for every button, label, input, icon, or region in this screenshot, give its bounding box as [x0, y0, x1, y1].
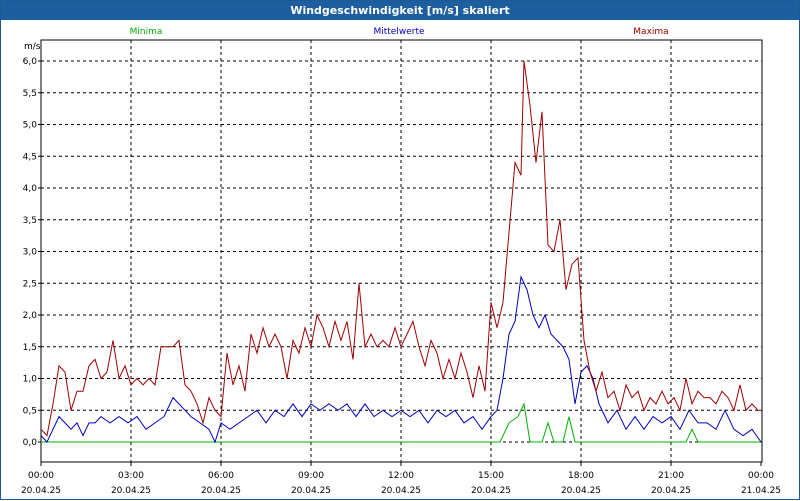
y-tick-label: 6,0	[23, 57, 38, 67]
chart-title: Windgeschwindigkeit [m/s] skaliert	[1, 1, 799, 20]
y-tick-label: 5,0	[23, 121, 38, 131]
y-tick-label: 1,0	[23, 375, 38, 385]
legend: Minima Mittelwerte Maxima	[130, 27, 669, 37]
x-tick-time-label: 06:00	[208, 471, 234, 481]
legend-entry-minima: Minima	[130, 27, 163, 37]
y-tick-label: 3,5	[23, 216, 37, 226]
x-tick-time-label: 21:00	[658, 471, 684, 481]
x-tick-time-label: 15:00	[478, 471, 504, 481]
x-tick-time-label: 00:00	[28, 471, 54, 481]
y-tick-label: 0,0	[23, 438, 38, 448]
x-tick-time-label: 18:00	[568, 471, 594, 481]
x-tick-date-label: 20.04.25	[381, 486, 421, 496]
y-tick-label: 2,0	[23, 311, 38, 321]
y-tick-label: 4,0	[23, 184, 38, 194]
x-tick-time-label: 09:00	[298, 471, 324, 481]
x-tick-date-label: 20.04.25	[651, 486, 691, 496]
legend-entry-mittelwerte: Mittelwerte	[373, 27, 424, 37]
legend-entry-maxima: Maxima	[633, 27, 668, 37]
x-axis: 00:00 20.04.25 03:00 20.04.25 06:00 20.04.25 0…	[21, 462, 781, 496]
x-tick-date-label: 20.04.25	[111, 486, 151, 496]
x-tick-time-label: 12:00	[388, 471, 414, 481]
x-tick-date-label: 20.04.25	[21, 486, 61, 496]
series-line-mittelwerte	[40, 275, 762, 444]
y-axis-unit-label: m/s	[24, 42, 41, 52]
y-tick-label: 3,0	[23, 248, 38, 258]
series-layer	[40, 60, 762, 444]
x-tick-time-label: 03:00	[118, 471, 144, 481]
y-tick-label: 4,5	[23, 152, 37, 162]
y-tick-label: 1,5	[23, 343, 37, 353]
x-tick-date-label: 20.04.25	[471, 486, 511, 496]
x-tick-time-label: 00:00	[748, 471, 774, 481]
series-line-minima	[41, 402, 761, 443]
series-line-maxima	[40, 60, 761, 437]
x-tick-date-label: 20.04.25	[291, 486, 331, 496]
x-tick-date-label: 21.04.25	[741, 486, 781, 496]
x-tick-date-label: 20.04.25	[561, 486, 601, 496]
y-axis: 0,0 0,5 1,0 1,5 2,0 2,5 3,0 3,5 4,0 4,5 5,0 5,5 6,0	[23, 57, 41, 448]
y-tick-label: 0,5	[23, 406, 37, 416]
y-tick-label: 2,5	[23, 279, 37, 289]
x-tick-date-label: 20.04.25	[201, 486, 241, 496]
y-tick-label: 5,5	[23, 89, 37, 99]
